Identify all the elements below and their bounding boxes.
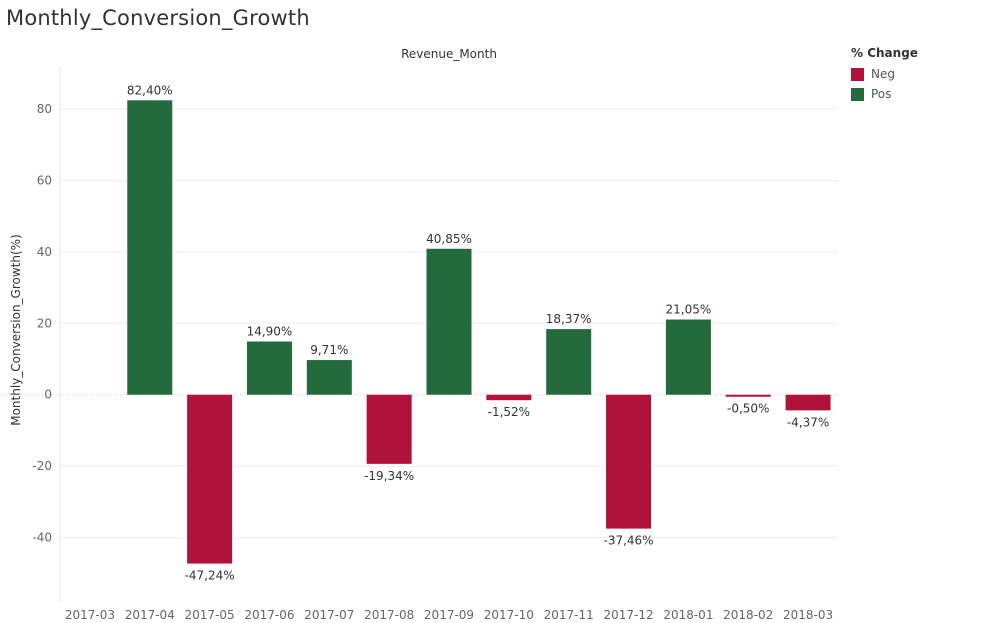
legend-swatch-pos bbox=[851, 87, 864, 101]
legend-label-pos: Pos bbox=[871, 87, 892, 101]
x-tick-label: 2017-10 bbox=[484, 608, 534, 622]
data-label: -4,37% bbox=[787, 415, 829, 429]
bar bbox=[606, 394, 652, 529]
y-tick-label: 80 bbox=[37, 102, 52, 116]
x-tick-label: 2017-04 bbox=[125, 608, 175, 622]
data-label: -1,52% bbox=[488, 405, 530, 419]
legend-item-pos[interactable]: Pos bbox=[851, 84, 918, 104]
x-tick-label: 2017-07 bbox=[304, 608, 354, 622]
y-tick-label: 0 bbox=[44, 388, 52, 402]
x-tick-label: 2017-11 bbox=[544, 608, 594, 622]
bar bbox=[306, 360, 352, 395]
bar bbox=[486, 394, 532, 401]
legend: % Change Neg Pos bbox=[851, 46, 918, 104]
legend-title: % Change bbox=[851, 46, 918, 60]
data-label: -37,46% bbox=[603, 534, 653, 548]
legend-label-neg: Neg bbox=[871, 67, 895, 81]
data-label: -19,34% bbox=[364, 469, 414, 483]
bar bbox=[426, 248, 472, 395]
y-axis-label: Monthly_Conversion_Growth(%) bbox=[9, 234, 23, 426]
y-tick-label: 40 bbox=[37, 245, 52, 259]
x-tick-label: 2017-08 bbox=[364, 608, 414, 622]
legend-swatch-neg bbox=[851, 67, 864, 81]
bar bbox=[246, 341, 292, 395]
bar bbox=[665, 319, 711, 395]
y-tick-label: 60 bbox=[37, 173, 52, 187]
page-title: Monthly_Conversion_Growth bbox=[6, 6, 310, 30]
data-label: 21,05% bbox=[666, 303, 712, 317]
bar bbox=[546, 329, 592, 395]
bar bbox=[785, 394, 831, 411]
x-tick-label: 2018-03 bbox=[783, 608, 833, 622]
y-tick-label: 20 bbox=[37, 316, 52, 330]
x-tick-label: 2018-01 bbox=[663, 608, 713, 622]
data-label: 14,90% bbox=[247, 325, 293, 339]
bar bbox=[187, 394, 233, 564]
data-label: 18,37% bbox=[546, 312, 592, 326]
x-tick-label: 2017-03 bbox=[65, 608, 115, 622]
x-tick-label: 2017-09 bbox=[424, 608, 474, 622]
data-label: 40,85% bbox=[426, 232, 472, 246]
data-label: -47,24% bbox=[185, 569, 235, 583]
bar bbox=[127, 100, 173, 395]
data-label: -0,50% bbox=[727, 402, 769, 416]
chart-header: Revenue_Month bbox=[401, 47, 497, 61]
x-tick-label: 2017-05 bbox=[185, 608, 235, 622]
x-tick-label: 2017-12 bbox=[603, 608, 653, 622]
bar bbox=[725, 394, 771, 397]
bar bbox=[366, 394, 412, 464]
data-label: 9,71% bbox=[310, 343, 348, 357]
y-tick-label: -20 bbox=[32, 459, 52, 473]
x-tick-label: 2018-02 bbox=[723, 608, 773, 622]
x-tick-label: 2017-06 bbox=[244, 608, 294, 622]
data-label: 82,40% bbox=[127, 83, 173, 97]
y-tick-label: -40 bbox=[32, 531, 52, 545]
legend-item-neg[interactable]: Neg bbox=[851, 64, 918, 84]
